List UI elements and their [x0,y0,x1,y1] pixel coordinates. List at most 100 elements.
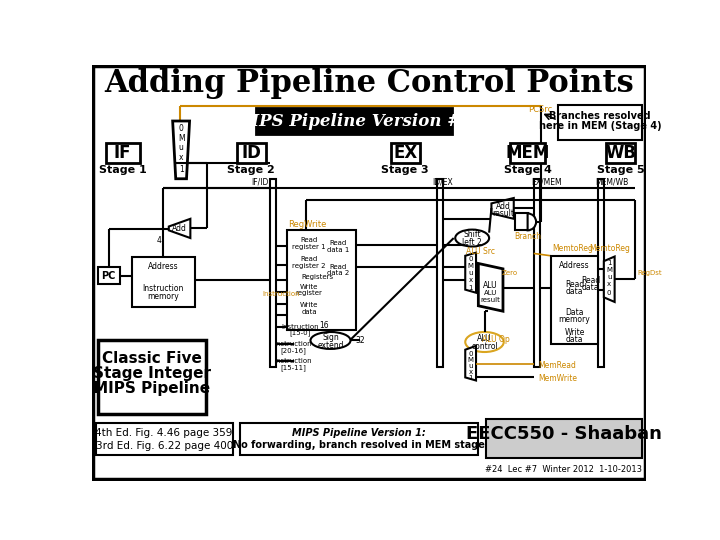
Text: register: register [295,291,323,296]
Text: PCSrc: PCSrc [528,105,553,114]
Text: Write: Write [300,302,318,308]
Text: extend: extend [318,341,343,349]
Bar [534,179,540,367]
Text: result: result [481,298,500,303]
Text: Instruction: Instruction [275,358,312,365]
Text: Data: Data [565,308,584,317]
Text: MIPS Pipeline Version 1:: MIPS Pipeline Version 1: [292,428,426,438]
Polygon shape [604,256,615,302]
Bar [598,179,604,367]
Bar [106,143,140,164]
Text: RegDst: RegDst [637,269,662,276]
Text: Stage 4: Stage 4 [504,165,552,174]
Polygon shape [173,121,189,179]
Text: Read: Read [581,276,600,285]
Text: u: u [607,274,611,280]
Text: [15-11]: [15-11] [281,364,307,371]
Text: here in MEM (Stage 4): here in MEM (Stage 4) [539,122,661,131]
Bar [132,257,195,307]
Text: EECC550 - Shaaban: EECC550 - Shaaban [466,426,662,443]
Text: MEM: MEM [505,144,550,163]
Text: data: data [301,309,317,315]
Text: MEM/WB: MEM/WB [595,177,629,186]
Text: Sign: Sign [322,333,339,342]
Text: 0: 0 [469,256,473,262]
Text: Add: Add [495,202,510,211]
Ellipse shape [455,230,489,247]
Bar [437,179,443,367]
Bar [256,108,452,134]
Text: 1: 1 [469,285,473,291]
Text: x: x [179,153,184,161]
Text: M: M [606,267,612,273]
Text: x: x [469,369,473,375]
Text: Read: Read [330,240,347,246]
Text: register 1: register 1 [292,244,325,251]
Text: Instruction: Instruction [262,291,300,297]
Text: Classic Five: Classic Five [102,352,202,367]
Bar [510,143,545,164]
Text: data 1: data 1 [327,247,349,253]
Text: MemRead: MemRead [539,361,577,369]
Text: [15-0]: [15-0] [289,329,310,336]
Text: x: x [469,278,473,284]
Text: u: u [469,363,473,369]
Bar [516,213,528,231]
Text: Instruction: Instruction [275,341,312,347]
Text: data: data [582,283,600,292]
Text: Adding Pipeline Control Points: Adding Pipeline Control Points [104,68,634,99]
Polygon shape [465,253,476,293]
Text: Read: Read [300,238,318,244]
Text: ID/EX: ID/EX [433,177,454,186]
Text: Stage 1: Stage 1 [99,165,146,174]
Text: Address: Address [559,260,590,269]
Text: memory: memory [559,315,590,324]
Text: M: M [468,357,474,363]
Text: MemWrite: MemWrite [538,374,577,383]
Text: 1: 1 [469,375,473,381]
Bar [551,256,598,345]
Polygon shape [492,198,514,219]
Polygon shape [168,219,190,238]
Text: 3rd Ed. Fig. 6.22 page 400: 3rd Ed. Fig. 6.22 page 400 [96,441,233,451]
Polygon shape [478,264,503,311]
Bar [98,267,120,284]
Text: 16: 16 [320,321,329,329]
Text: Registers: Registers [302,274,333,280]
Bar [96,423,233,455]
Text: ALU: ALU [483,280,498,289]
Text: data: data [566,287,583,296]
Text: ALU Op: ALU Op [482,335,510,344]
Text: 0: 0 [607,290,611,296]
Text: Write: Write [564,328,585,338]
Bar [240,423,478,455]
Text: EX: EX [393,144,418,163]
Bar [606,143,636,164]
Bar [558,105,642,140]
Text: Stage 3: Stage 3 [382,165,429,174]
Text: #24  Lec #7  Winter 2012  1-10-2013: #24 Lec #7 Winter 2012 1-10-2013 [485,464,642,474]
Text: u: u [469,269,473,276]
Text: u: u [179,144,184,152]
Text: Read: Read [330,264,347,269]
Polygon shape [465,346,476,381]
Text: ALU: ALU [477,334,492,343]
Text: 0: 0 [179,124,184,133]
Text: MemtoReg: MemtoReg [553,244,593,253]
Text: Add: Add [172,224,187,233]
Wedge shape [528,213,536,231]
Bar [98,340,206,414]
Bar [237,143,266,164]
Text: 0: 0 [469,350,473,356]
Text: Shift: Shift [464,231,481,239]
Text: memory: memory [148,292,179,301]
Text: IF: IF [114,144,131,163]
Text: control: control [471,342,498,351]
Text: Address: Address [148,262,179,271]
Text: M: M [178,134,184,143]
Text: 1: 1 [607,260,611,266]
Text: ALU Src: ALU Src [466,247,495,255]
Text: PC: PC [102,271,116,281]
Text: Stage 2: Stage 2 [228,165,275,174]
Text: x: x [607,281,611,287]
